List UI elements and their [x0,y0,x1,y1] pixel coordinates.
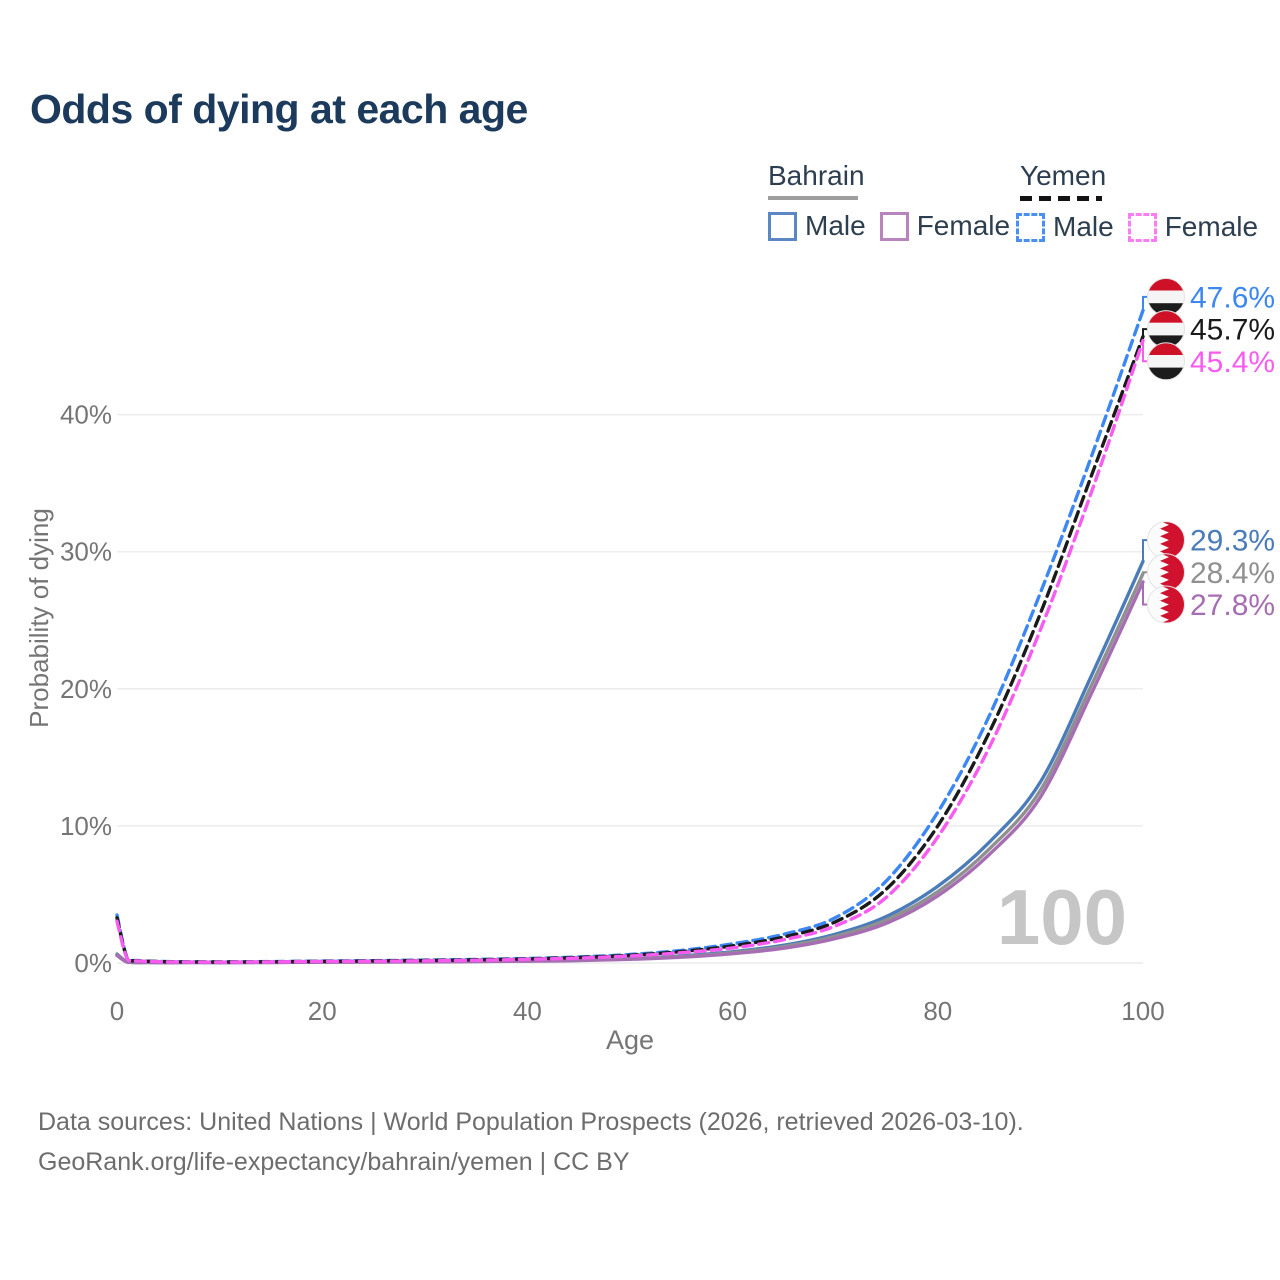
age-watermark: 100 [997,873,1127,961]
series-line-bahrain-female [115,580,1145,965]
series-line-bahrain-male [115,559,1145,965]
legend-underline-yemen [1020,196,1102,201]
x-tick-label: 40 [513,996,542,1026]
legend-country-yemen: Yemen [1020,160,1107,191]
legend-item-yemen-female[interactable]: Female [1127,211,1259,243]
flag-icon-yemen [1147,277,1185,316]
legend-swatch-bahrain-male [768,211,797,241]
legend-item-bahrain-male[interactable]: Male [768,210,866,242]
flag-icon-bahrain [1147,553,1185,592]
legend-group-yemen: Yemen Male Female [1016,160,1272,243]
end-value-label-yemen-total: 45.7% [1190,314,1275,347]
end-value-label-yemen-male: 47.6% [1190,281,1275,314]
legend-underline-bahrain [768,196,858,200]
x-axis-title: Age [606,1025,654,1055]
series-line-yemen-male [115,308,1145,964]
y-tick-label: 40% [60,400,112,430]
footer-attribution: GeoRank.org/life-expectancy/bahrain/yeme… [38,1148,630,1176]
legend-label-yemen-male: Male [1053,211,1114,242]
end-value-label-bahrain-female: 27.8% [1190,589,1275,622]
legend-swatch-bahrain-female [879,211,909,241]
flag-icon-bahrain [1147,521,1185,560]
legend-item-bahrain-female[interactable]: Female [879,210,1011,242]
end-value-label-bahrain-male: 29.3% [1190,525,1275,558]
page-title: Odds of dying at each age [30,86,528,132]
y-tick-label: 10% [60,811,112,841]
x-tick-label: 20 [308,996,337,1026]
series-line-yemen-female [115,338,1145,964]
y-tick-label: 20% [60,674,112,704]
x-tick-label: 0 [110,996,124,1026]
legend-swatch-yemen-male [1016,212,1045,242]
y-tick-label: 30% [60,537,112,567]
end-value-label-yemen-female: 45.4% [1190,346,1275,379]
x-tick-label: 60 [718,996,747,1026]
legend-label-bahrain-female: Female [916,210,1011,241]
flag-icon-yemen [1147,310,1185,349]
legend-item-yemen-male[interactable]: Male [1016,211,1114,243]
flag-icon-yemen [1147,342,1185,381]
x-tick-label: 80 [923,996,952,1026]
end-value-label-bahrain-total: 28.4% [1190,557,1275,590]
series-line-yemen-total [115,334,1145,964]
legend-group-bahrain: Bahrain Male Female [768,160,1024,242]
legend-swatch-yemen-female [1127,212,1157,242]
series-line-bahrain-total [115,571,1145,965]
footer-data-sources: Data sources: United Nations | World Pop… [38,1108,1024,1136]
legend-country-bahrain: Bahrain [768,160,865,191]
y-tick-label: 0% [74,948,112,978]
legend-label-bahrain-male: Male [805,210,866,241]
legend-label-yemen-female: Female [1164,211,1259,242]
x-tick-label: 100 [1121,996,1164,1026]
y-axis-title: Probability of dying [24,508,54,728]
flag-icon-bahrain [1147,585,1185,624]
